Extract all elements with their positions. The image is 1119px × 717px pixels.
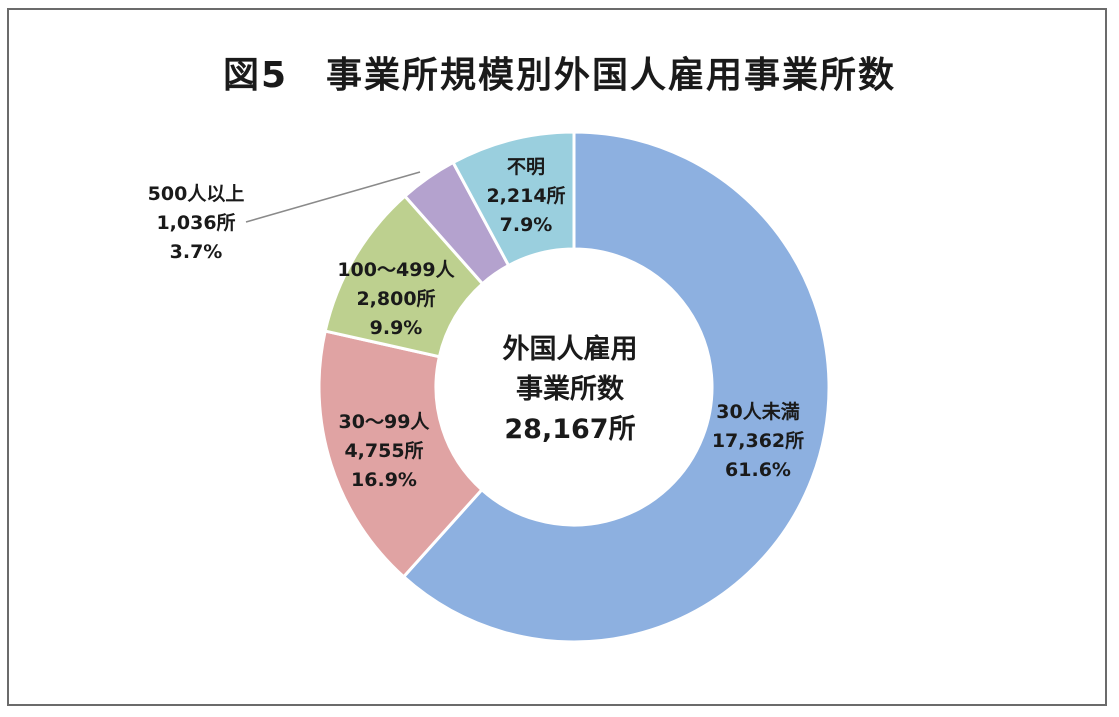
segment-pct: 61.6% bbox=[725, 459, 791, 481]
label-30-99: 30〜99人 4,755所 16.9% bbox=[339, 408, 430, 495]
donut-slices bbox=[317, 130, 831, 644]
segment-name: 不明 bbox=[506, 156, 546, 178]
label-under-30: 30人未満 17,362所 61.6% bbox=[712, 398, 804, 485]
segment-pct: 7.9% bbox=[499, 214, 553, 236]
segment-count: 2,800所 bbox=[356, 288, 436, 310]
segment-pct: 3.7% bbox=[169, 241, 223, 263]
label-unknown: 不明 2,214所 7.9% bbox=[486, 153, 565, 240]
segment-name: 30〜99人 bbox=[338, 411, 430, 433]
segment-name: 30人未満 bbox=[716, 401, 800, 423]
donut-slice-4 bbox=[451, 130, 576, 268]
segment-pct: 16.9% bbox=[351, 469, 417, 491]
center-label: 外国人雇用 事業所数 28,167所 bbox=[503, 330, 638, 450]
segment-count: 4,755所 bbox=[344, 440, 424, 462]
segment-name: 500人以上 bbox=[147, 183, 245, 205]
segment-count: 2,214所 bbox=[486, 185, 566, 207]
segment-count: 1,036所 bbox=[156, 212, 236, 234]
segment-count: 17,362所 bbox=[711, 430, 805, 452]
segment-name: 100〜499人 bbox=[337, 259, 455, 281]
center-line-2: 事業所数 bbox=[516, 374, 624, 405]
leader-line-500plus bbox=[245, 171, 421, 223]
center-line-1: 外国人雇用 bbox=[502, 334, 638, 365]
chart-title: 図5 事業所規模別外国人雇用事業所数 bbox=[222, 55, 897, 96]
label-500-plus: 500人以上 1,036所 3.7% bbox=[148, 180, 245, 267]
label-100-499: 100〜499人 2,800所 9.9% bbox=[337, 256, 454, 343]
donut-slice-0 bbox=[401, 130, 831, 644]
segment-pct: 9.9% bbox=[369, 317, 423, 339]
center-total: 28,167所 bbox=[504, 414, 636, 445]
donut-slice-1 bbox=[317, 329, 484, 579]
